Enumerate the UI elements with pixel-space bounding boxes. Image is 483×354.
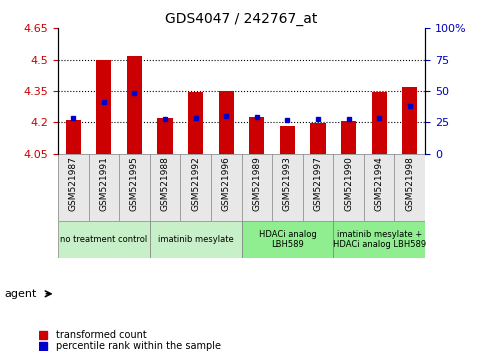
Text: GSM521987: GSM521987 bbox=[69, 156, 78, 211]
Text: percentile rank within the sample: percentile rank within the sample bbox=[56, 341, 221, 351]
Bar bbox=[280, 126, 295, 154]
Bar bbox=[242, 221, 333, 258]
Text: imatinib mesylate: imatinib mesylate bbox=[158, 235, 233, 244]
Bar bbox=[333, 221, 425, 258]
Bar bbox=[249, 117, 265, 154]
Bar bbox=[127, 56, 142, 154]
Text: GSM521997: GSM521997 bbox=[313, 156, 323, 211]
Bar bbox=[96, 60, 112, 154]
Text: GSM521993: GSM521993 bbox=[283, 156, 292, 211]
Text: GSM521998: GSM521998 bbox=[405, 156, 414, 211]
Bar bbox=[341, 121, 356, 154]
Bar bbox=[188, 92, 203, 154]
Bar bbox=[66, 120, 81, 154]
Text: GSM521994: GSM521994 bbox=[375, 156, 384, 211]
Text: transformed count: transformed count bbox=[56, 330, 146, 339]
Text: GSM521992: GSM521992 bbox=[191, 156, 200, 211]
Bar bbox=[58, 221, 150, 258]
Text: GSM521990: GSM521990 bbox=[344, 156, 353, 211]
Text: GSM521989: GSM521989 bbox=[252, 156, 261, 211]
Bar bbox=[371, 92, 387, 154]
Bar bbox=[150, 221, 242, 258]
Text: no treatment control: no treatment control bbox=[60, 235, 147, 244]
Title: GDS4047 / 242767_at: GDS4047 / 242767_at bbox=[165, 12, 318, 26]
Bar bbox=[219, 91, 234, 154]
Text: GSM521996: GSM521996 bbox=[222, 156, 231, 211]
Text: GSM521995: GSM521995 bbox=[130, 156, 139, 211]
Text: HDACi analog
LBH589: HDACi analog LBH589 bbox=[258, 230, 316, 249]
Bar bbox=[157, 118, 173, 154]
Text: GSM521988: GSM521988 bbox=[160, 156, 170, 211]
Bar bbox=[402, 87, 417, 154]
Text: agent: agent bbox=[5, 289, 37, 299]
Text: GSM521991: GSM521991 bbox=[99, 156, 108, 211]
Text: imatinib mesylate +
HDACi analog LBH589: imatinib mesylate + HDACi analog LBH589 bbox=[333, 230, 426, 249]
Bar bbox=[311, 124, 326, 154]
